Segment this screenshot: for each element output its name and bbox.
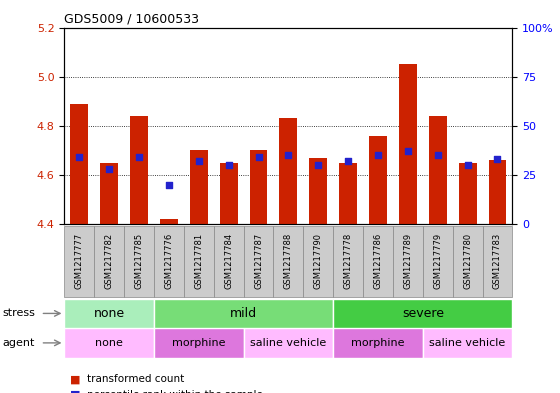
Bar [124, 226, 154, 297]
Text: saline vehicle: saline vehicle [430, 338, 506, 348]
Text: stress: stress [3, 309, 36, 318]
Text: GSM1217788: GSM1217788 [284, 233, 293, 290]
Point [194, 158, 203, 164]
Point [463, 162, 472, 168]
Point [433, 152, 442, 158]
Bar [273, 226, 304, 297]
Bar [244, 328, 333, 358]
Text: GSM1217779: GSM1217779 [433, 233, 442, 289]
Text: morphine: morphine [351, 338, 405, 348]
Text: GSM1217790: GSM1217790 [314, 233, 323, 289]
Text: GSM1217780: GSM1217780 [463, 233, 472, 289]
Bar [154, 328, 244, 358]
Text: ■: ■ [70, 390, 81, 393]
Text: GSM1217789: GSM1217789 [403, 233, 412, 289]
Bar [64, 226, 94, 297]
Text: morphine: morphine [172, 338, 226, 348]
Text: GSM1217782: GSM1217782 [105, 233, 114, 289]
Bar [452, 226, 483, 297]
Bar [459, 163, 477, 224]
Bar [279, 118, 297, 224]
Bar [130, 116, 148, 224]
Bar [154, 299, 333, 328]
Bar [100, 163, 118, 224]
Text: none: none [95, 338, 123, 348]
Text: GSM1217787: GSM1217787 [254, 233, 263, 290]
Bar [160, 219, 178, 224]
Bar [190, 151, 208, 224]
Text: GSM1217778: GSM1217778 [344, 233, 353, 290]
Bar [309, 158, 327, 224]
Bar [423, 328, 512, 358]
Point [374, 152, 382, 158]
Bar [429, 116, 447, 224]
Bar [333, 328, 423, 358]
Bar [94, 226, 124, 297]
Bar [250, 151, 268, 224]
Bar [423, 226, 452, 297]
Text: transformed count: transformed count [87, 374, 184, 384]
Bar [333, 226, 363, 297]
Text: GSM1217786: GSM1217786 [374, 233, 382, 290]
Bar [220, 163, 237, 224]
Bar [64, 328, 154, 358]
Bar [71, 104, 88, 224]
Bar [483, 226, 512, 297]
Text: saline vehicle: saline vehicle [250, 338, 326, 348]
Bar [184, 226, 214, 297]
Point [224, 162, 233, 168]
Point [75, 154, 84, 160]
Bar [488, 160, 506, 224]
Text: GSM1217785: GSM1217785 [134, 233, 143, 289]
Text: GSM1217783: GSM1217783 [493, 233, 502, 290]
Point [284, 152, 293, 158]
Bar [369, 136, 387, 224]
Bar [64, 299, 154, 328]
Bar [399, 64, 417, 224]
Point [254, 154, 263, 160]
Point [344, 158, 353, 164]
Text: GSM1217776: GSM1217776 [165, 233, 174, 290]
Text: none: none [94, 307, 125, 320]
Text: agent: agent [3, 338, 35, 348]
Bar [393, 226, 423, 297]
Text: mild: mild [230, 307, 257, 320]
Text: GSM1217777: GSM1217777 [75, 233, 84, 290]
Bar [333, 299, 512, 328]
Point [165, 182, 174, 188]
Bar [339, 163, 357, 224]
Text: GDS5009 / 10600533: GDS5009 / 10600533 [64, 13, 199, 26]
Text: percentile rank within the sample: percentile rank within the sample [87, 390, 263, 393]
Text: severe: severe [402, 307, 444, 320]
Point [403, 148, 412, 154]
Bar [214, 226, 244, 297]
Text: ■: ■ [70, 374, 81, 384]
Point [105, 166, 114, 172]
Text: GSM1217784: GSM1217784 [224, 233, 233, 289]
Bar [363, 226, 393, 297]
Bar [304, 226, 333, 297]
Text: GSM1217781: GSM1217781 [194, 233, 203, 289]
Point [314, 162, 323, 168]
Bar [244, 226, 273, 297]
Point [134, 154, 143, 160]
Bar [154, 226, 184, 297]
Point [493, 156, 502, 162]
